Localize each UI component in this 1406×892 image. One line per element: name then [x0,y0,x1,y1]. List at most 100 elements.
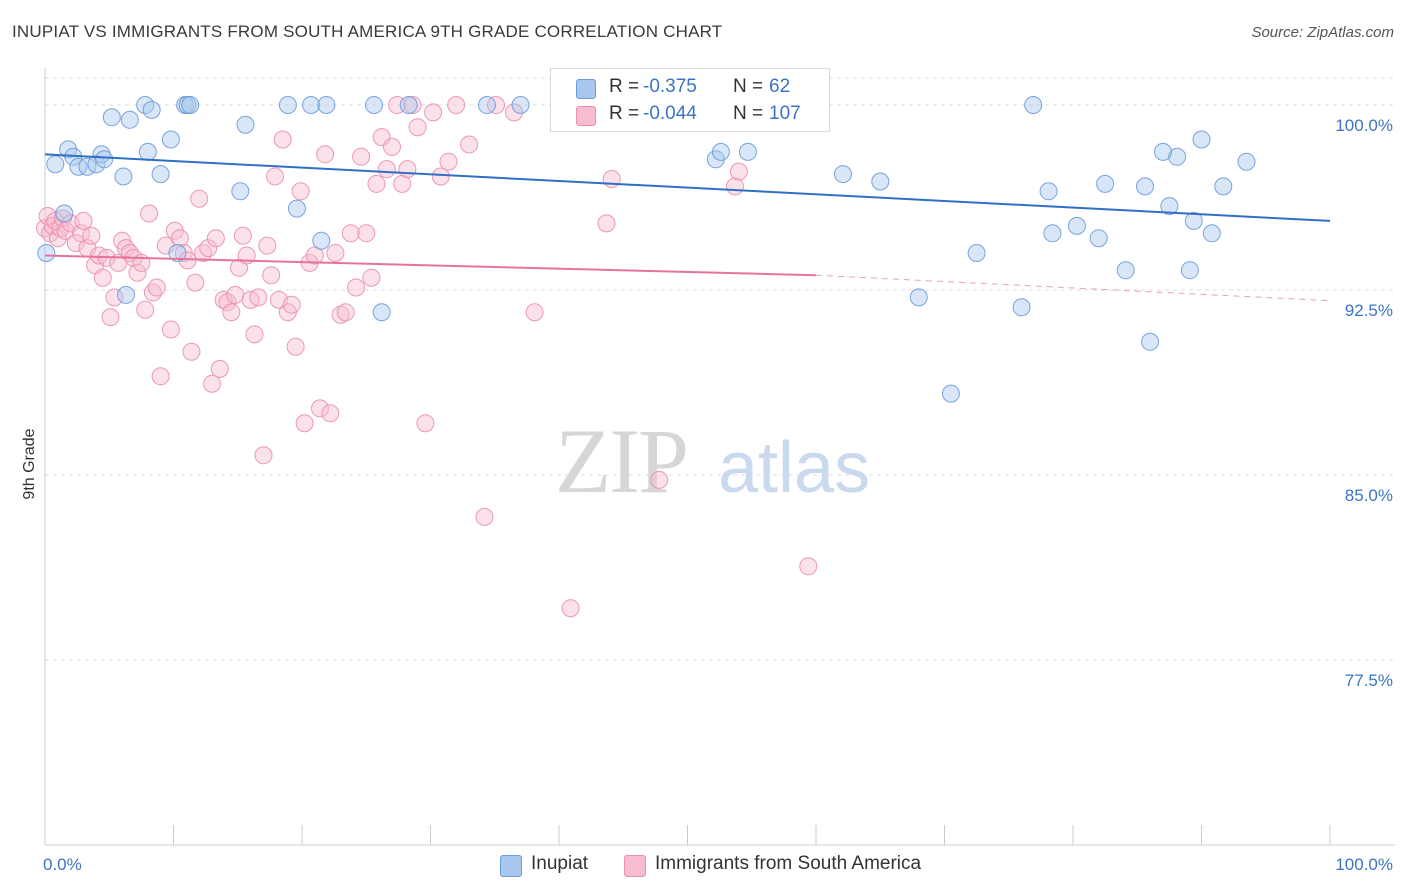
point-immigrants [233,226,252,245]
y-tick-label: 100.0% [1335,116,1393,135]
point-immigrants [136,300,155,319]
trend-line-immigrants [44,254,817,277]
point-immigrants [336,303,355,322]
point-inupiat [142,100,161,119]
watermark-atlas: atlas [718,428,870,508]
point-immigrants [249,288,268,307]
point-inupiat [1192,130,1211,149]
point-immigrants [222,303,241,322]
point-inupiat [1096,174,1115,193]
point-immigrants [282,295,301,314]
point-immigrants [726,177,744,196]
point-inupiat [161,130,180,149]
point-inupiat [138,142,157,161]
point-immigrants [505,103,523,122]
point-immigrants [326,244,345,262]
point-inupiat [738,142,757,161]
point-inupiat [1237,152,1256,171]
point-immigrants [199,239,218,258]
series-legend: Inupiat Immigrants from South America [0,850,1406,880]
point-immigrants [254,446,273,465]
point-immigrants [161,320,180,339]
r-value: -0.375 [643,76,697,97]
point-immigrants [178,251,197,270]
point-immigrants [525,303,544,322]
point-immigrants [729,162,748,181]
series-immigrants-points [36,96,818,618]
point-immigrants [105,288,124,307]
y-axis-label: 9th Grade [21,428,38,499]
point-inupiat [909,288,928,307]
point-immigrants [347,278,365,297]
point-immigrants [262,266,281,285]
point-immigrants [286,337,305,356]
point-inupiat [1202,224,1221,243]
point-inupiat [1136,177,1154,196]
point-inupiat [46,155,65,174]
n-value: 107 [769,103,801,124]
trend-line-inupiat [44,153,1331,222]
point-inupiat [95,150,114,169]
point-inupiat [1154,142,1172,161]
point-inupiat [399,96,418,114]
inupiat-swatch [500,855,522,877]
point-immigrants [416,414,435,433]
point-immigrants [367,174,386,193]
chart-title: INUPIAT VS IMMIGRANTS FROM SOUTH AMERICA… [12,22,723,41]
point-inupiat [1024,96,1043,114]
point-immigrants [151,367,170,386]
point-immigrants [799,557,818,576]
axes [44,68,1395,846]
point-immigrants [266,167,284,186]
point-immigrants [128,263,147,282]
point-immigrants [475,507,494,526]
point-immigrants [561,599,580,618]
point-inupiat [372,303,391,322]
trend-lines [44,153,1331,302]
n-value: 62 [769,76,791,97]
point-inupiat [278,96,297,114]
point-inupiat [117,285,135,304]
point-inupiat [1039,182,1058,201]
point-immigrants [460,135,479,154]
point-inupiat [1141,332,1160,351]
point-immigrants [203,374,222,393]
point-immigrants [305,246,324,265]
point-inupiat [1043,224,1062,243]
point-immigrants [398,160,417,179]
point-immigrants [331,305,350,324]
stats-row-inupiat: R = -0.375 N = 62 [551,73,829,101]
point-immigrants [447,96,466,114]
point-inupiat [365,96,383,114]
point-inupiat [967,244,986,262]
point-inupiat [102,108,121,127]
point-inupiat [1180,261,1199,280]
point-inupiat [287,199,306,218]
point-immigrants [101,308,120,327]
point-inupiat [1067,216,1086,235]
point-inupiat [478,96,496,114]
point-immigrants [245,325,264,344]
point-immigrants [650,470,669,489]
point-immigrants [218,293,237,312]
point-immigrants [156,236,175,255]
point-immigrants [424,103,443,122]
point-immigrants [316,145,335,164]
point-immigrants [74,211,93,230]
trend-extension-immigrants [815,274,1331,302]
point-inupiat [871,172,890,191]
stats-legend: R = -0.375 N = 62 R = -0.044 N = 107 [550,68,830,132]
point-immigrants [140,204,159,223]
point-immigrants [273,130,292,149]
point-immigrants [226,285,245,304]
y-tick-label: 92.5% [1345,301,1393,320]
point-immigrants [439,152,458,171]
point-inupiat [55,204,74,223]
point-inupiat [1012,298,1031,317]
r-label: R = [609,76,640,97]
point-inupiat [312,231,331,250]
y-tick-label: 77.5% [1345,671,1393,690]
point-inupiat [181,96,200,114]
immigrants-swatch [624,855,646,877]
point-immigrants [194,244,213,262]
